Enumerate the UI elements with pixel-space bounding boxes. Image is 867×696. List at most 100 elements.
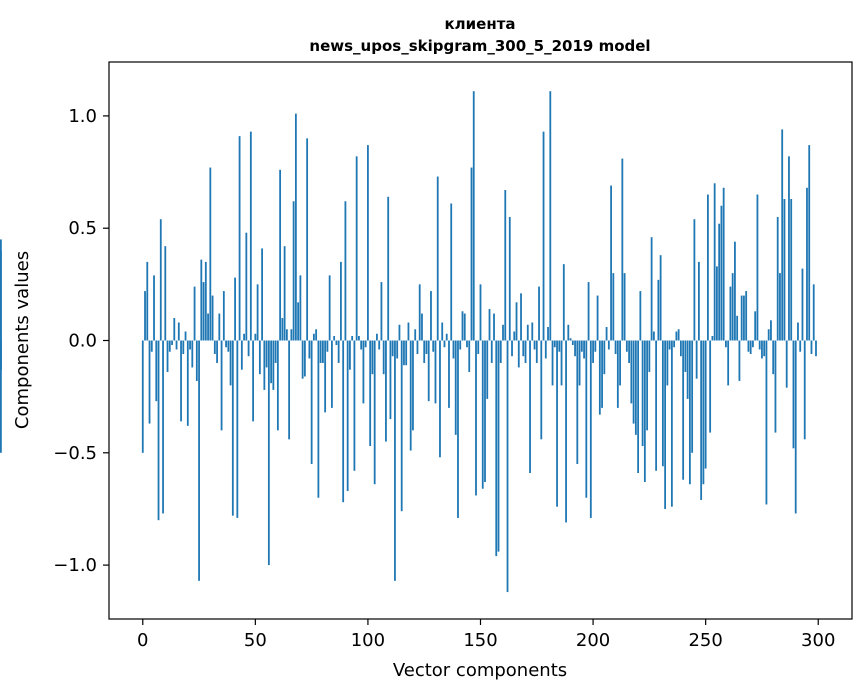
bar-36 <box>222 291 225 341</box>
bar-267 <box>743 295 745 341</box>
bar-208 <box>610 185 612 341</box>
bar-48 <box>249 131 252 341</box>
bar-70 <box>299 275 302 341</box>
bar-41 <box>234 277 236 341</box>
bar-297 <box>810 340 813 354</box>
bar-27 <box>202 282 205 341</box>
bar-50 <box>254 333 257 341</box>
bar-280 <box>772 340 775 375</box>
bar-242 <box>686 340 689 399</box>
bar-35 <box>220 340 223 431</box>
bar-45 <box>243 333 245 341</box>
bar-243 <box>688 340 691 485</box>
bar-55 <box>265 340 268 368</box>
bar-286 <box>785 340 788 388</box>
bar-186 <box>560 340 563 386</box>
bar-137 <box>450 203 453 341</box>
bar-114 <box>398 324 401 341</box>
bar-8 <box>159 219 162 341</box>
bar-292 <box>799 340 802 352</box>
bar-237 <box>675 331 678 341</box>
bar-298 <box>812 284 815 341</box>
bar-24 <box>195 340 198 381</box>
bar-193 <box>576 340 579 465</box>
bar-10 <box>164 246 167 341</box>
bar-133 <box>441 322 444 341</box>
bar-171 <box>526 324 529 341</box>
bar-295 <box>806 187 808 341</box>
bar-82 <box>326 340 329 352</box>
bar-146 <box>470 167 473 341</box>
bar-99 <box>364 340 367 348</box>
bar-254 <box>713 183 716 341</box>
bar-46 <box>245 232 248 341</box>
bar-273 <box>756 194 759 341</box>
bar-202 <box>596 295 599 341</box>
bar-1 <box>144 291 146 341</box>
bar-25 <box>198 340 200 581</box>
bar-30 <box>209 167 212 341</box>
bar-230 <box>659 255 662 341</box>
bar-79 <box>319 340 322 363</box>
x-tick-label: 50 <box>244 630 267 651</box>
bar-109 <box>387 196 390 341</box>
bar-129 <box>432 340 435 352</box>
bar-278 <box>767 329 770 341</box>
bar-253 <box>711 336 714 341</box>
bar-281 <box>774 340 777 433</box>
bar-282 <box>776 216 779 341</box>
bar-204 <box>601 340 603 408</box>
bar-40 <box>231 340 234 516</box>
bar-239 <box>679 340 682 357</box>
bar-111 <box>391 340 394 357</box>
bar-165 <box>513 331 516 341</box>
chart-title: клиента <box>444 15 515 33</box>
bar-33 <box>216 340 218 363</box>
bar-170 <box>524 340 527 363</box>
bar-195 <box>580 340 583 352</box>
bar-192 <box>574 340 576 357</box>
bar-175 <box>535 340 538 363</box>
bar-161 <box>504 190 507 341</box>
bar-196 <box>583 340 585 359</box>
bar-undefined <box>0 250 2 341</box>
bar-228 <box>655 340 658 471</box>
bar-142 <box>461 311 464 341</box>
bar-72 <box>303 340 306 377</box>
bar-187 <box>562 264 565 341</box>
bar-245 <box>693 219 696 341</box>
bar-87 <box>337 340 340 363</box>
bar-256 <box>718 223 721 341</box>
bar-126 <box>425 340 428 354</box>
y-axis-label: Components values <box>12 251 33 429</box>
bar-168 <box>520 293 522 341</box>
bar-93 <box>351 336 354 341</box>
bar-128 <box>430 291 432 341</box>
bar-194 <box>578 340 581 386</box>
bar-215 <box>625 340 628 352</box>
chart-subtitle: news_upos_skipgram_300_5_2019 model <box>309 37 650 55</box>
bar-131 <box>436 176 439 341</box>
bar-275 <box>761 340 763 359</box>
bar-96 <box>358 336 360 341</box>
bar-83 <box>328 275 331 341</box>
bar-95 <box>355 156 358 341</box>
bar-236 <box>673 340 676 348</box>
bar-59 <box>274 340 277 363</box>
bar-240 <box>682 340 685 480</box>
bar-26 <box>200 259 203 341</box>
bar-214 <box>623 273 626 341</box>
bar-158 <box>497 340 500 552</box>
bar-233 <box>666 340 669 386</box>
bar-270 <box>749 340 752 354</box>
bar-209 <box>612 273 615 341</box>
bar-144 <box>466 340 468 348</box>
bar-81 <box>324 340 327 413</box>
bar-89 <box>342 340 345 503</box>
bar-4 <box>150 340 153 352</box>
bar-199 <box>589 340 592 518</box>
bar-62 <box>281 318 284 341</box>
bar-52 <box>258 340 261 375</box>
bar-289 <box>792 340 795 449</box>
bar-220 <box>637 340 640 474</box>
